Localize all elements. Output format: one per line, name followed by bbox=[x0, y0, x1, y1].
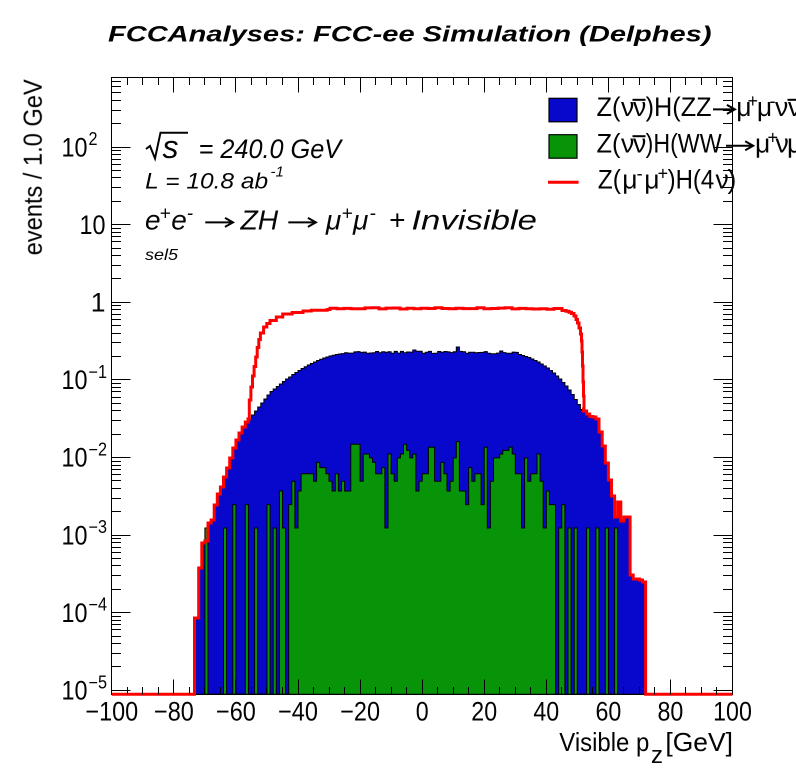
svg-text:= 240.0 GeV: = 240.0 GeV bbox=[199, 134, 344, 164]
svg-text:[GeV]: [GeV] bbox=[665, 727, 733, 757]
svg-text:e: e bbox=[171, 204, 187, 235]
svg-text:-: - bbox=[770, 91, 776, 111]
svg-text:-: - bbox=[370, 203, 376, 224]
svg-text:-: - bbox=[637, 164, 643, 184]
svg-text:μ: μ bbox=[644, 165, 659, 195]
svg-text:−80: −80 bbox=[154, 697, 194, 727]
svg-text:10: 10 bbox=[62, 443, 88, 473]
svg-text:sel5: sel5 bbox=[145, 247, 178, 264]
svg-text:10: 10 bbox=[62, 365, 88, 395]
svg-text:+: + bbox=[160, 203, 171, 224]
svg-text:10: 10 bbox=[62, 598, 88, 628]
svg-text:10: 10 bbox=[62, 676, 88, 706]
svg-text:ν: ν bbox=[633, 128, 646, 158]
svg-text:ν: ν bbox=[775, 92, 788, 122]
svg-text:)H(WW: )H(WW bbox=[646, 128, 722, 158]
svg-text:−3: −3 bbox=[89, 517, 108, 537]
svg-text:+: + bbox=[658, 164, 669, 184]
svg-text:−40: −40 bbox=[278, 697, 318, 727]
svg-text:)H(4: )H(4 bbox=[668, 165, 715, 195]
svg-text:e: e bbox=[145, 204, 161, 235]
svg-text:-: - bbox=[187, 203, 193, 224]
svg-text:z: z bbox=[651, 742, 663, 769]
svg-text:μ: μ bbox=[736, 92, 751, 122]
svg-text:+: + bbox=[748, 91, 759, 111]
svg-text:−100: −100 bbox=[85, 697, 138, 727]
svg-text:L = 10.8 ab: L = 10.8 ab bbox=[145, 169, 268, 194]
svg-text:μ: μ bbox=[757, 92, 772, 122]
svg-text:Z(: Z( bbox=[598, 165, 621, 195]
svg-text:1: 1 bbox=[91, 288, 106, 318]
svg-text:−20: −20 bbox=[340, 697, 380, 727]
svg-text:+: + bbox=[389, 204, 405, 235]
svg-text:FCCAnalyses: FCC-ee Simulation: FCCAnalyses: FCC-ee Simulation (Delphes) bbox=[108, 22, 712, 47]
svg-text:10: 10 bbox=[80, 210, 106, 240]
svg-text:ν: ν bbox=[621, 128, 634, 158]
svg-text:-1: -1 bbox=[271, 164, 284, 181]
svg-text:−2: −2 bbox=[89, 440, 108, 460]
svg-text:10: 10 bbox=[62, 520, 88, 550]
svg-text:−5: −5 bbox=[89, 672, 108, 692]
svg-text:ν: ν bbox=[776, 128, 789, 158]
svg-text:+: + bbox=[342, 203, 353, 224]
svg-text:Invisible: Invisible bbox=[411, 204, 537, 235]
svg-text:2: 2 bbox=[89, 129, 98, 149]
svg-text:μ: μ bbox=[622, 165, 637, 195]
svg-text:0: 0 bbox=[416, 697, 429, 727]
svg-text:−4: −4 bbox=[89, 595, 108, 615]
svg-text:ν: ν bbox=[633, 92, 646, 122]
svg-text:s: s bbox=[163, 129, 179, 165]
svg-text:Z(: Z( bbox=[597, 92, 621, 122]
svg-text:20: 20 bbox=[471, 697, 497, 727]
svg-text:events / 1.0 GeV: events / 1.0 GeV bbox=[18, 79, 48, 256]
svg-text:−1: −1 bbox=[89, 362, 108, 382]
svg-text:60: 60 bbox=[596, 697, 622, 727]
svg-text:ν: ν bbox=[716, 165, 729, 195]
svg-text:ν: ν bbox=[788, 92, 796, 122]
svg-text:100: 100 bbox=[713, 697, 752, 727]
svg-text:40: 40 bbox=[533, 697, 559, 727]
svg-text:Visible p: Visible p bbox=[559, 727, 649, 757]
svg-text:μ: μ bbox=[352, 204, 368, 235]
svg-text:μ: μ bbox=[787, 128, 796, 158]
svg-text:μ: μ bbox=[755, 128, 770, 158]
svg-text:−60: −60 bbox=[216, 697, 256, 727]
svg-text:+: + bbox=[768, 127, 779, 147]
svg-text:80: 80 bbox=[658, 697, 684, 727]
svg-text:)H(ZZ: )H(ZZ bbox=[646, 92, 712, 122]
svg-text:Z(: Z( bbox=[597, 128, 621, 158]
svg-text:μ: μ bbox=[325, 204, 341, 235]
svg-text:ν: ν bbox=[621, 92, 634, 122]
svg-text:10: 10 bbox=[62, 132, 88, 162]
svg-text:ZH: ZH bbox=[239, 204, 278, 235]
svg-text:): ) bbox=[728, 165, 737, 195]
